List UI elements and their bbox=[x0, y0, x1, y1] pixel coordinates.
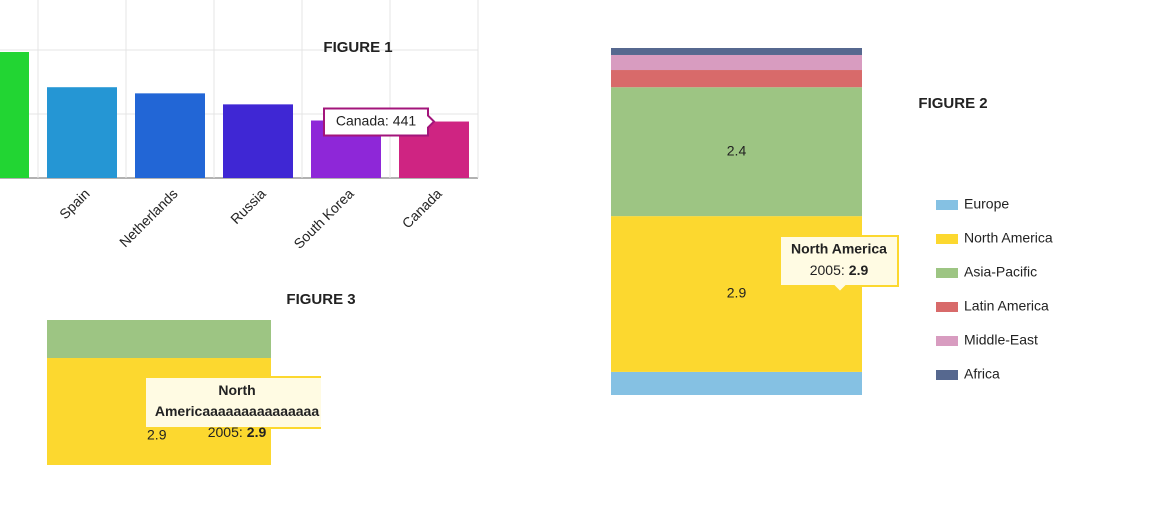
x-tick-label: Canada bbox=[399, 185, 445, 231]
x-tick-label: Netherlands bbox=[116, 185, 181, 250]
x-tick-label: South Korea bbox=[290, 185, 357, 252]
value-label: 2.4 bbox=[727, 142, 747, 158]
x-tick-label: Spain bbox=[56, 185, 93, 222]
bar bbox=[0, 51, 29, 179]
legend-label: Asia-Pacific bbox=[964, 264, 1037, 280]
chart-title: FIGURE 1 bbox=[323, 39, 392, 56]
legend-swatch bbox=[936, 234, 958, 244]
value-label: 2.9 bbox=[147, 427, 167, 443]
bar bbox=[135, 93, 205, 178]
tooltip-box bbox=[323, 107, 436, 137]
bar-segment bbox=[611, 87, 862, 217]
legend-label: Africa bbox=[964, 366, 1000, 382]
tooltip-label: 2005: bbox=[810, 262, 845, 278]
bar-segment bbox=[611, 48, 862, 55]
tooltip-value: 2.9 bbox=[247, 424, 267, 440]
bar-segment bbox=[611, 54, 862, 71]
figure-2: 2.9 2.4 Europe North America Asia-Pacific Lat… bbox=[611, 48, 1053, 395]
tooltip-box bbox=[144, 376, 321, 429]
tooltip-text: 2005: 2.9 bbox=[208, 424, 267, 440]
tooltip-box bbox=[779, 235, 899, 294]
tooltip-label: 2005: bbox=[208, 424, 243, 440]
bar bbox=[223, 104, 293, 178]
figure-1: Spain Netherlands Russia South Korea Canada C… bbox=[0, 0, 479, 252]
legend-swatch bbox=[936, 268, 958, 278]
legend-label: Latin America bbox=[964, 298, 1049, 314]
bar-segment bbox=[611, 371, 862, 395]
value-label: 2.9 bbox=[727, 285, 747, 301]
legend-swatch bbox=[936, 370, 958, 380]
tooltip-label: Canada: bbox=[336, 112, 389, 128]
chart-title: FIGURE 3 bbox=[286, 291, 355, 308]
tooltip-title: North Americaaaaaaaaaaaaaaa bbox=[155, 382, 319, 419]
legend-swatch bbox=[936, 336, 958, 346]
tooltip-value: 2.9 bbox=[849, 262, 869, 278]
legend-label: Europe bbox=[964, 196, 1009, 212]
legend-swatch bbox=[936, 200, 958, 210]
tooltip-value: 441 bbox=[393, 112, 417, 128]
bar bbox=[47, 87, 117, 178]
bar-segment bbox=[611, 70, 862, 88]
legend-label: North America bbox=[964, 230, 1053, 246]
x-tick-label: Russia bbox=[227, 185, 269, 227]
bar-segment bbox=[47, 320, 271, 359]
tooltip-text: Canada: 441 bbox=[336, 112, 417, 128]
tooltip: Canada: 441 bbox=[323, 107, 436, 137]
legend-swatch bbox=[936, 302, 958, 312]
tooltip-title: North America bbox=[791, 241, 887, 257]
tooltip-text: 2005: 2.9 bbox=[810, 262, 869, 278]
tooltip: North America 2005: 2.9 bbox=[779, 235, 899, 294]
chart-title: FIGURE 2 bbox=[918, 95, 987, 112]
legend-label: Middle-East bbox=[964, 332, 1038, 348]
